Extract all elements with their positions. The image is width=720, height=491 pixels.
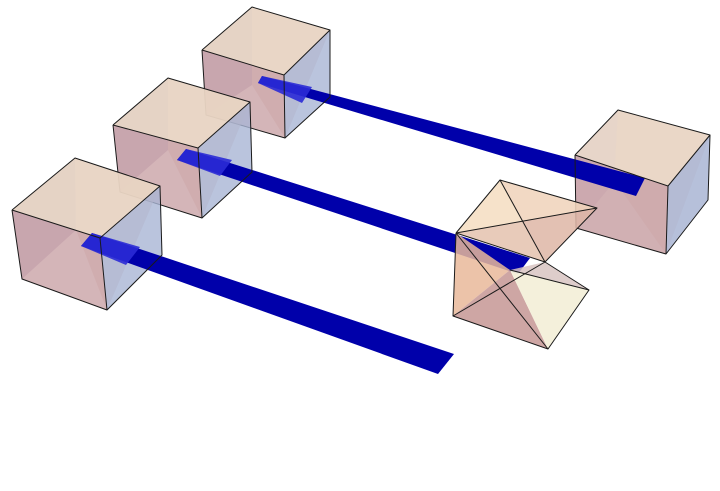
right-cube-top-face	[575, 110, 710, 186]
lower-tetrahedron-front-left-face	[453, 270, 548, 349]
lower-tetrahedron	[452, 232, 590, 350]
lower-tetrahedron-right-face	[510, 262, 589, 290]
back-bar-strip	[258, 76, 645, 196]
back-left-cube-top-face	[202, 7, 330, 75]
middle-bar	[177, 149, 530, 274]
middle-bar-inside-cube	[177, 149, 232, 176]
front-left-cube	[12, 158, 162, 310]
front-left-cube-edges	[11, 157, 163, 311]
back-bar-inside-cube	[258, 76, 312, 103]
middle-left-cube-top-face	[113, 78, 250, 148]
upper-tetrahedron-front-face	[456, 208, 597, 262]
upper-tetrahedron-front	[455, 179, 598, 263]
front-bar	[81, 233, 454, 374]
front-bar-strip	[81, 233, 454, 374]
back-left-cube-right-face	[284, 30, 330, 138]
back-bar	[258, 76, 645, 196]
right-cube	[575, 110, 710, 254]
lower-tetrahedron-left-face	[453, 233, 510, 316]
lower-tetrahedron-front-right-face	[510, 270, 589, 349]
middle-bar-strip	[177, 149, 530, 274]
front-left-cube-front-face	[12, 210, 107, 310]
front-bar-inside-cube	[81, 233, 140, 265]
upper-tetrahedron-top-face	[456, 180, 597, 233]
right-cube-right-face	[666, 135, 710, 254]
middle-left-cube-edges	[112, 77, 253, 219]
